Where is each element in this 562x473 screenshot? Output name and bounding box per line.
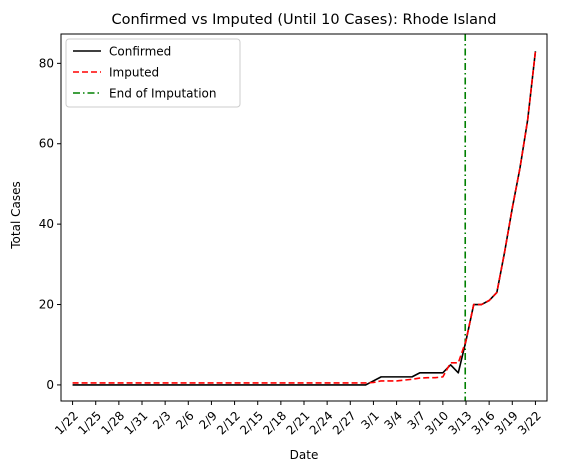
y-tick-label: 20 bbox=[39, 298, 54, 312]
plot-area bbox=[72, 34, 537, 401]
y-axis-label: Total Cases bbox=[9, 181, 23, 249]
y-tick-label: 80 bbox=[39, 56, 54, 70]
legend-label: Imputed bbox=[109, 66, 159, 80]
x-axis-label: Date bbox=[290, 448, 319, 462]
legend-label: Confirmed bbox=[109, 45, 171, 59]
legend: Confirmed Imputed End of Imputation bbox=[65, 38, 241, 108]
y-tick-label: 60 bbox=[39, 137, 54, 151]
y-tick-label: 0 bbox=[46, 378, 54, 392]
y-tick-label: 40 bbox=[39, 217, 54, 231]
chart-title: Confirmed vs Imputed (Until 10 Cases): R… bbox=[112, 12, 497, 28]
legend-box bbox=[65, 38, 241, 108]
legend-label: End of Imputation bbox=[109, 87, 217, 101]
series-line-imputed bbox=[72, 51, 537, 384]
